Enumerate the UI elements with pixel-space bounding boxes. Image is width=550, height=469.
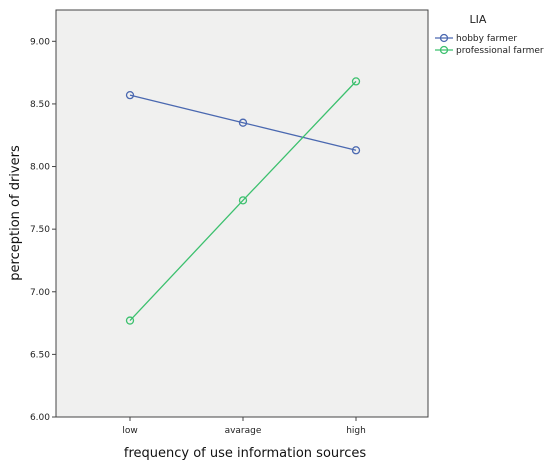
y-tick-label: 6.50 [30, 350, 50, 360]
y-axis-title: perception of drivers [8, 145, 23, 281]
legend-label: hobby farmer [456, 34, 517, 44]
data-point [351, 146, 361, 155]
y-tick-label: 8.00 [30, 163, 50, 173]
series-line [129, 94, 357, 151]
y-tick-label: 7.50 [30, 225, 50, 235]
data-point [125, 316, 135, 325]
legend-marker [439, 33, 449, 43]
data-point [125, 91, 135, 100]
series-layer [125, 77, 361, 325]
data-point [238, 196, 248, 205]
legend-title: LIA [470, 13, 487, 26]
x-axis-title: frequency of use information sources [124, 446, 366, 461]
plot-area [55, 9, 429, 418]
series-line [129, 80, 357, 322]
x-tick-label: high [346, 426, 366, 436]
x-tick-label: avarage [225, 426, 262, 436]
y-tick-label: 9.00 [30, 37, 50, 47]
legend-label: professional farmer [456, 46, 544, 56]
data-point [351, 77, 361, 86]
data-point [238, 118, 248, 127]
x-axis: low avarage high [122, 417, 366, 436]
legend-marker [439, 45, 449, 55]
y-tick-label: 7.00 [30, 288, 50, 298]
y-tick-label: 8.50 [30, 100, 50, 110]
legend: hobby farmer professional farmer [435, 33, 544, 56]
y-tick-label: 6.00 [30, 413, 50, 423]
x-tick-label: low [122, 426, 137, 436]
y-axis: 6.00 6.50 7.00 7.50 8.00 8.50 9.00 [30, 37, 56, 423]
